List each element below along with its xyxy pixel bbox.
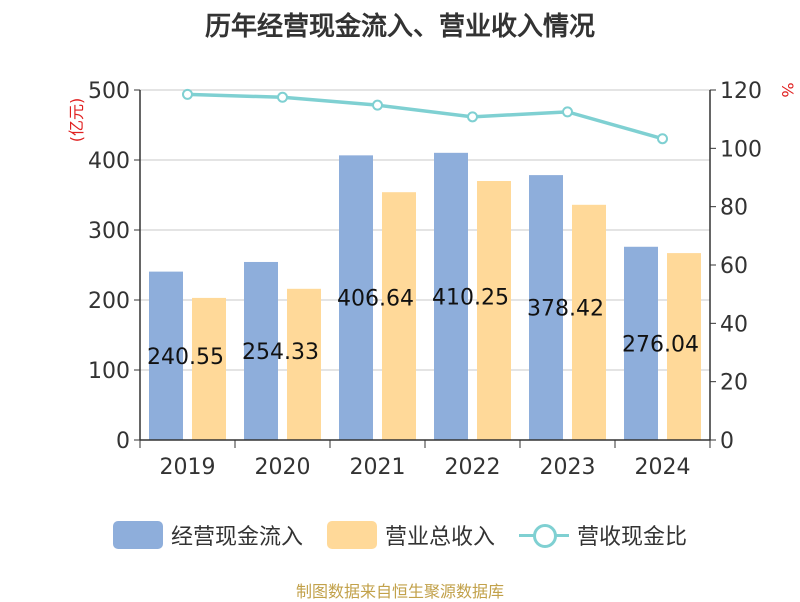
- line-point: [467, 111, 478, 123]
- y-left-axis-label: (亿元): [67, 98, 86, 143]
- data-labels-layer: 240.55 254.33 406.64 410.25 378.42 276.04: [147, 285, 699, 369]
- legend-swatch: [112, 521, 163, 549]
- legend-label: 营业总收入: [384, 525, 495, 550]
- legend-item[interactable]: 经营现金流入: [112, 519, 303, 551]
- chart-canvas: 0 100 200 300 400 500 0 20 40 60 80 100 120 (亿元)% 2019…: [67, 79, 797, 480]
- line-point: [372, 99, 383, 111]
- legend-item[interactable]: 营收现金比: [519, 519, 687, 551]
- y-left-tick-label: 200: [88, 289, 130, 314]
- legend-line-marker: [519, 521, 569, 549]
- data-label: 240.55: [147, 345, 224, 370]
- line-point: [657, 133, 668, 145]
- bar-revenue: [192, 297, 226, 440]
- line-layer: [182, 88, 668, 145]
- x-tick-label: 2023: [540, 455, 596, 480]
- y-left-tick-label: 0: [116, 429, 130, 454]
- y-left-tick-label: 100: [88, 359, 130, 384]
- y-right-tick-label: 0: [720, 429, 734, 454]
- axes-layer: 0 100 200 300 400 500 0 20 40 60 80 100 120 (亿元)% 2019…: [67, 79, 797, 480]
- x-tick-label: 2020: [255, 455, 311, 480]
- x-tick-label: 2021: [350, 455, 406, 480]
- bar-revenue: [667, 253, 701, 440]
- source-note: 制图数据来自恒生聚源数据库: [295, 582, 504, 601]
- y-left-tick-label: 400: [88, 149, 130, 174]
- y-right-axis-label: %: [778, 82, 797, 97]
- line-ratio: [187, 92, 663, 141]
- line-point: [562, 106, 573, 118]
- bar-cash-inflow: [149, 271, 183, 440]
- legend-swatch: [326, 521, 377, 549]
- y-right-tick-label: 60: [720, 254, 748, 279]
- y-left-tick-label: 300: [88, 219, 130, 244]
- line-point: [277, 91, 288, 103]
- bar-revenue: [572, 204, 606, 440]
- x-tick-label: 2022: [445, 455, 501, 480]
- bar-cash-inflow: [339, 155, 373, 441]
- bar-cash-inflow: [434, 152, 468, 440]
- data-label: 378.42: [527, 297, 604, 322]
- y-left-tick-label: 500: [88, 79, 130, 104]
- bar-cash-inflow: [529, 175, 563, 440]
- legend-label: 经营现金流入: [170, 525, 303, 550]
- bar-revenue: [287, 288, 321, 440]
- bars-layer: [149, 152, 701, 441]
- y-right-tick-label: 20: [720, 371, 748, 396]
- bar-cash-inflow: [624, 246, 658, 440]
- chart-title: 历年经营现金流入、营业收入情况: [204, 12, 595, 42]
- line-point: [182, 88, 193, 100]
- data-label: 406.64: [337, 287, 414, 312]
- data-label: 410.25: [432, 285, 509, 310]
- legend-label: 营收现金比: [577, 525, 688, 550]
- x-tick-label: 2019: [160, 455, 216, 480]
- y-right-tick-label: 120: [720, 79, 762, 104]
- x-tick-label: 2024: [635, 455, 691, 480]
- y-right-tick-label: 80: [720, 196, 748, 221]
- legend-item[interactable]: 营业总收入: [326, 519, 495, 551]
- bar-cash-inflow: [244, 261, 278, 440]
- y-right-tick-label: 40: [720, 312, 748, 337]
- data-label: 254.33: [242, 340, 319, 365]
- y-right-tick-label: 100: [720, 137, 762, 162]
- grid-lines: [140, 89, 710, 371]
- data-label: 276.04: [622, 332, 699, 357]
- bar-revenue: [382, 192, 416, 440]
- bar-revenue: [477, 181, 511, 440]
- legend: 经营现金流入 营业总收入 营收现金比: [0, 517, 800, 553]
